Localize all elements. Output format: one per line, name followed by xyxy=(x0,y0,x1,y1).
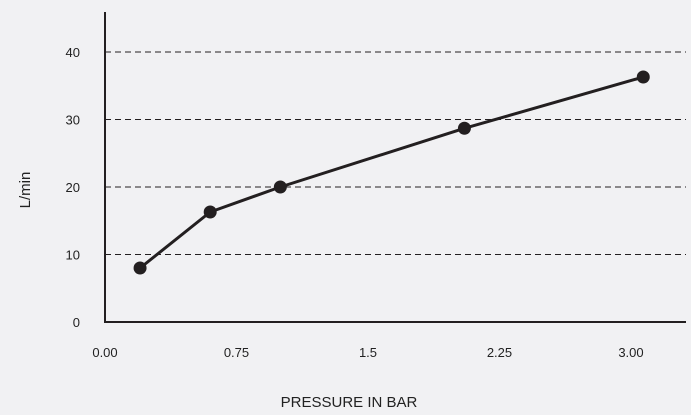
gridlines xyxy=(105,51,686,255)
data-point xyxy=(457,121,471,135)
y-tick-label: 0 xyxy=(73,315,80,330)
axes xyxy=(104,12,686,323)
x-tick-labels: 0.00 0.75 1.5 2.25 3.00 xyxy=(92,345,643,360)
y-tick-label: 30 xyxy=(66,113,80,128)
y-tick-label: 10 xyxy=(66,248,80,263)
y-tick-label: 40 xyxy=(66,45,80,60)
data-point xyxy=(203,205,217,219)
data-point xyxy=(636,70,650,84)
data-point xyxy=(273,180,287,194)
y-tick-labels: 0 10 20 30 40 xyxy=(66,45,80,330)
x-tick-label: 3.00 xyxy=(618,345,643,360)
data-series xyxy=(133,70,650,275)
x-tick-label: 0.75 xyxy=(224,345,249,360)
data-point xyxy=(133,261,147,275)
x-tick-label: 0.00 xyxy=(92,345,117,360)
y-axis-title: L/min xyxy=(17,172,34,209)
x-tick-label: 2.25 xyxy=(487,345,512,360)
x-axis-title: PRESSURE IN BAR xyxy=(281,394,418,411)
x-tick-label: 1.5 xyxy=(359,345,377,360)
series-line xyxy=(139,75,644,270)
y-tick-label: 20 xyxy=(66,180,80,195)
